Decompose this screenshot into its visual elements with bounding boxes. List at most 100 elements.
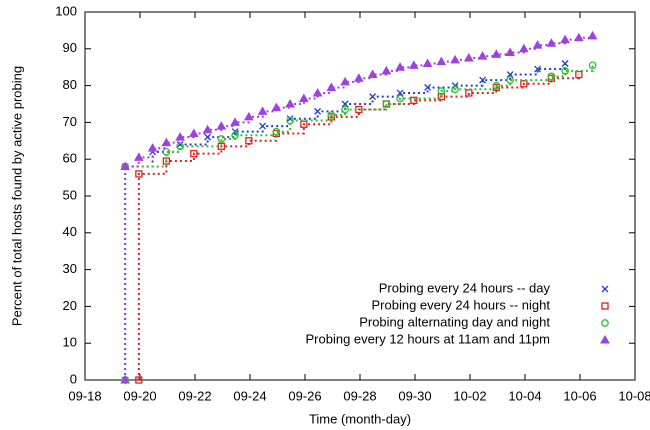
marker	[479, 76, 487, 84]
marker	[162, 147, 171, 156]
legend-marker	[601, 319, 609, 327]
marker	[561, 60, 569, 67]
marker	[175, 132, 185, 141]
marker	[353, 73, 364, 82]
marker	[204, 133, 212, 141]
y-tick-label: 30	[63, 261, 77, 276]
y-tick-label: 70	[63, 114, 77, 129]
legend-label: Probing every 24 hours -- day	[379, 280, 551, 295]
marker	[465, 89, 473, 97]
x-tick-label: 09-24	[233, 388, 266, 403]
marker	[369, 93, 377, 101]
marker	[259, 122, 267, 130]
marker	[326, 82, 337, 91]
y-axis-label: Percent of total hosts found by active p…	[9, 66, 24, 326]
marker	[424, 83, 432, 91]
x-tick-label: 09-22	[178, 388, 211, 403]
marker	[506, 71, 514, 79]
marker	[395, 62, 405, 71]
marker	[133, 152, 144, 161]
marker	[588, 61, 597, 70]
legend-marker	[601, 285, 609, 293]
marker	[587, 30, 598, 40]
marker	[231, 131, 239, 140]
legend-marker	[600, 334, 610, 344]
marker	[190, 150, 198, 158]
marker	[272, 127, 281, 136]
marker	[573, 32, 584, 42]
marker	[217, 135, 226, 143]
marker	[286, 116, 294, 125]
legend-label: Probing every 24 hours -- night	[372, 297, 551, 312]
marker	[396, 94, 404, 103]
y-tick-label: 10	[63, 335, 77, 350]
x-tick-label: 09-26	[288, 388, 321, 403]
marker	[216, 121, 227, 130]
marker	[285, 98, 295, 108]
marker	[534, 65, 542, 73]
marker	[560, 34, 570, 44]
y-tick-label: 100	[55, 3, 77, 18]
y-tick-label: 90	[63, 40, 77, 55]
x-tick-label: 09-28	[343, 388, 376, 403]
marker	[410, 96, 418, 104]
y-tick-label: 50	[63, 187, 77, 202]
legend-marker	[601, 302, 609, 310]
marker	[271, 102, 282, 112]
series-line	[137, 74, 580, 380]
marker	[408, 60, 419, 69]
y-tick-label: 80	[63, 77, 77, 92]
marker	[518, 43, 529, 53]
marker	[546, 38, 557, 47]
marker	[561, 67, 569, 75]
marker	[312, 87, 323, 97]
marker	[477, 51, 488, 60]
marker	[257, 106, 268, 115]
marker	[367, 69, 378, 79]
marker	[147, 143, 158, 152]
marker	[340, 76, 350, 86]
marker	[463, 52, 474, 62]
marker	[491, 49, 502, 58]
legend-label: Probing every 12 hours at 11am and 11pm	[306, 331, 551, 346]
marker	[135, 170, 143, 178]
marker	[450, 54, 460, 64]
y-tick-label: 60	[63, 151, 77, 166]
marker	[298, 93, 309, 102]
marker	[422, 58, 433, 68]
legend-label: Probing alternating day and night	[359, 314, 550, 329]
marker	[120, 161, 130, 171]
marker	[381, 65, 392, 75]
marker	[547, 72, 556, 81]
marker	[120, 374, 130, 384]
x-tick-label: 09-18	[68, 388, 101, 403]
marker	[520, 80, 528, 88]
y-tick-label: 20	[63, 298, 77, 313]
marker	[451, 85, 459, 94]
marker	[188, 128, 199, 137]
x-tick-label: 09-30	[398, 388, 431, 403]
marker	[436, 56, 447, 66]
marker	[341, 105, 349, 114]
marker	[176, 142, 184, 151]
marker	[162, 157, 171, 165]
x-tick-label: 10-02	[453, 388, 486, 403]
marker	[300, 120, 308, 128]
y-tick-label: 40	[63, 224, 77, 239]
marker	[161, 137, 172, 147]
marker	[202, 124, 213, 134]
marker	[505, 47, 515, 56]
x-axis-label: Time (month-day)	[309, 411, 411, 426]
marker	[532, 40, 543, 49]
marker	[135, 376, 143, 384]
marker	[492, 81, 501, 90]
marker	[396, 89, 404, 97]
series-line	[124, 65, 594, 380]
series-line	[124, 63, 567, 380]
marker	[437, 92, 446, 101]
x-tick-label: 10-06	[563, 388, 596, 403]
marker	[327, 111, 336, 119]
marker	[230, 117, 240, 126]
marker	[575, 70, 583, 79]
